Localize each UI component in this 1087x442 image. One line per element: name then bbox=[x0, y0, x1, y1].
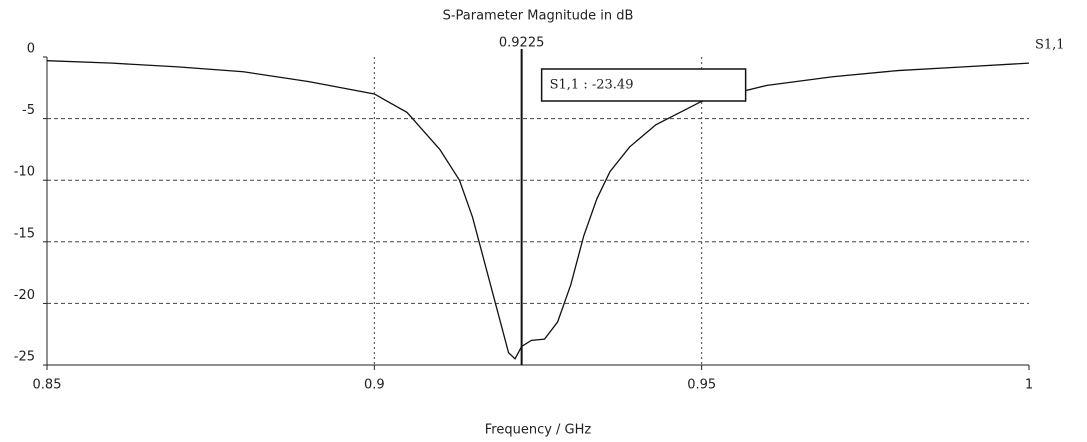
chart-title: S-Parameter Magnitude in dB bbox=[443, 9, 634, 24]
x-axis-label: Frequency / GHz bbox=[485, 423, 592, 438]
y-tick-label: -20 bbox=[14, 288, 35, 303]
marker-x-label: 0.9225 bbox=[499, 36, 545, 51]
legend-label: S1,1 bbox=[1035, 38, 1065, 53]
y-tick-label: -5 bbox=[22, 103, 35, 118]
chart: S-Parameter Magnitude in dB Frequency / … bbox=[0, 0, 1087, 442]
data-line bbox=[47, 61, 1029, 359]
y-tick-label: -25 bbox=[14, 350, 35, 365]
y-tick-label: -15 bbox=[14, 226, 35, 241]
x-tick-label: 0.85 bbox=[33, 378, 62, 393]
y-tick-label: -10 bbox=[14, 165, 35, 180]
y-tick-label: 0 bbox=[27, 42, 35, 57]
x-tick-label: 0.95 bbox=[687, 378, 716, 393]
x-tick-label: 0.9 bbox=[364, 378, 385, 393]
marker-label: S1,1 : -23.49 bbox=[550, 78, 634, 93]
x-tick-label: 1 bbox=[1025, 378, 1033, 393]
